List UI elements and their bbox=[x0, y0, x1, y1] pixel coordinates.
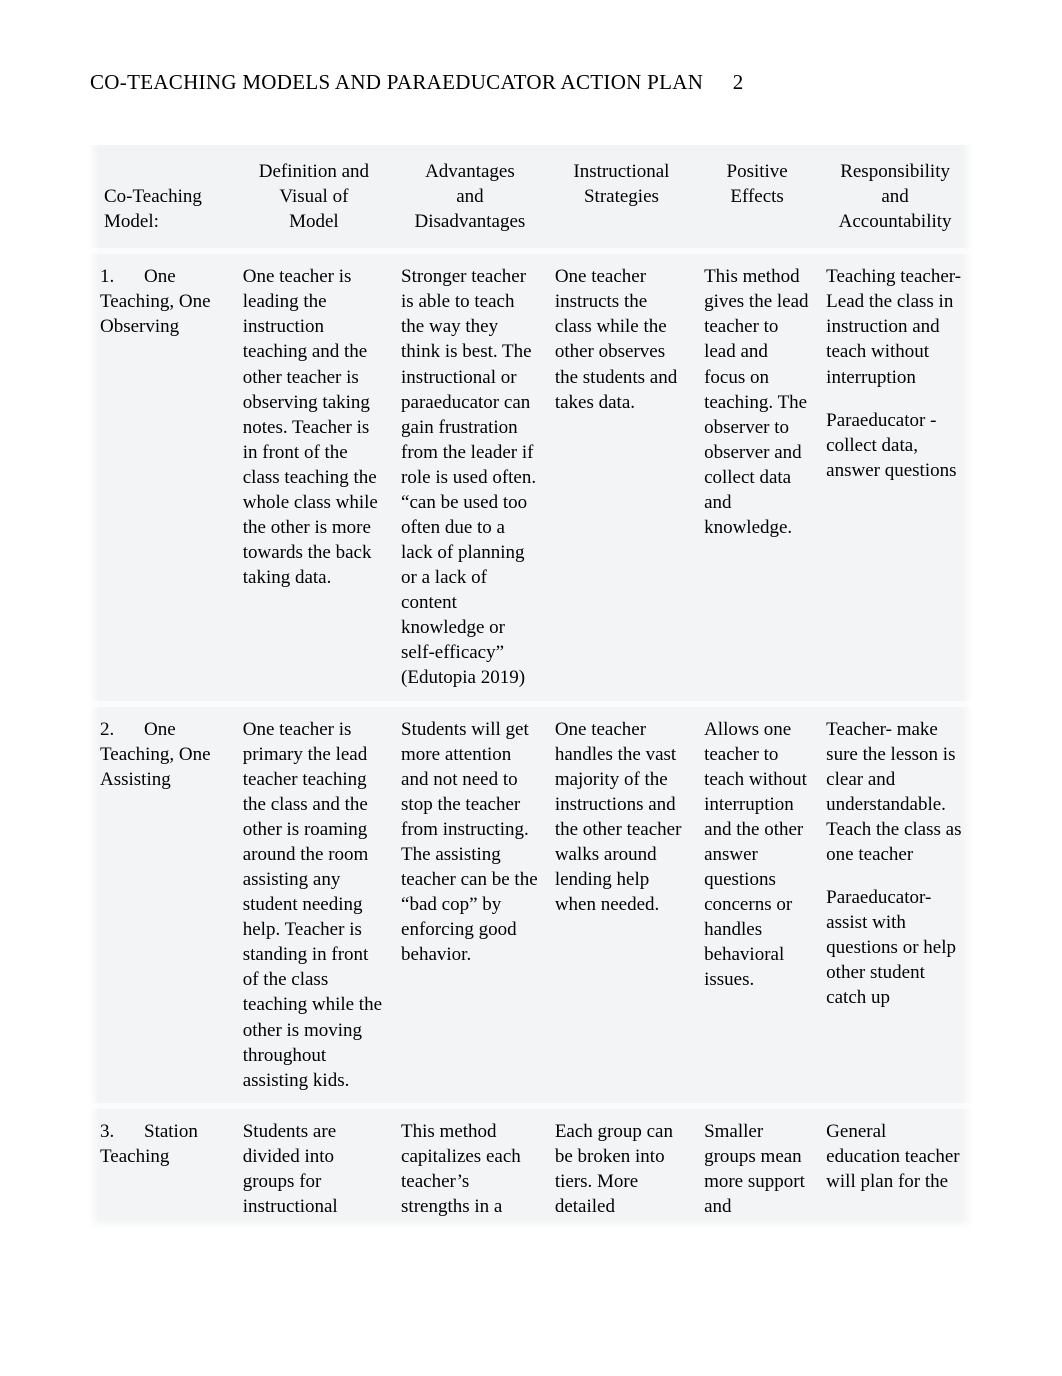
responsibility-teacher: Teaching teacher- Lead the class in inst… bbox=[826, 266, 961, 387]
table-row: 2.One Teaching, One Assisting One teache… bbox=[90, 707, 972, 1103]
cell-responsibility: General education teacher will plan for … bbox=[818, 1109, 972, 1229]
col-header-text: Responsibility bbox=[826, 159, 964, 184]
cell-advantages: This method capitalizes each teacher’s s… bbox=[393, 1109, 547, 1229]
cell-instructional: Each group can be broken into tiers. Mor… bbox=[547, 1109, 696, 1229]
cell-positive: This method gives the lead teacher to le… bbox=[696, 254, 818, 700]
page-header: CO-TEACHING MODELS AND PARAEDUCATOR ACTI… bbox=[90, 70, 972, 95]
table-container: Co-Teaching Model: Definition and Visual… bbox=[90, 145, 972, 1229]
cell-definition: One teacher is leading the instruction t… bbox=[235, 254, 393, 700]
col-header-text: Advantages bbox=[401, 159, 539, 184]
page-number: 2 bbox=[733, 70, 744, 94]
table-header-row: Co-Teaching Model: Definition and Visual… bbox=[90, 145, 972, 248]
col-header-text: Accountability bbox=[826, 209, 964, 234]
table-row: 3.Station Teaching Students are divided … bbox=[90, 1109, 972, 1229]
col-header-text: Effects bbox=[704, 184, 810, 209]
col-header-text: Disadvantages bbox=[401, 209, 539, 234]
responsibility-paraeducator: Paraeducator - collect data, answer ques… bbox=[826, 410, 956, 481]
col-header-text: Model bbox=[243, 209, 385, 234]
cell-model: 2.One Teaching, One Assisting bbox=[90, 707, 235, 1103]
table-row: 1.One Teaching, One Observing One teache… bbox=[90, 254, 972, 700]
col-header-text: and bbox=[826, 184, 964, 209]
row-number: 3. bbox=[100, 1119, 144, 1144]
col-header-positive: Positive Effects bbox=[696, 145, 818, 248]
spacer bbox=[826, 867, 964, 885]
col-header-responsibility: Responsibility and Accountability bbox=[818, 145, 972, 248]
cell-advantages: Students will get more attention and not… bbox=[393, 707, 547, 1103]
cell-responsibility: Teaching teacher- Lead the class in inst… bbox=[818, 254, 972, 700]
spacer bbox=[826, 390, 964, 408]
responsibility-teacher: Teacher- make sure the lesson is clear a… bbox=[826, 719, 961, 865]
cell-advantages: Stronger teacher is able to teach the wa… bbox=[393, 254, 547, 700]
col-header-advantages: Advantages and Disadvantages bbox=[393, 145, 547, 248]
col-header-instructional: Instructional Strategies bbox=[547, 145, 696, 248]
col-header-text: Co-Teaching bbox=[104, 184, 227, 209]
responsibility-teacher: General education teacher will plan for … bbox=[826, 1121, 959, 1192]
cell-model: 3.Station Teaching bbox=[90, 1109, 235, 1229]
col-header-text: Model: bbox=[104, 209, 227, 234]
col-header-text: Visual of bbox=[243, 184, 385, 209]
col-header-text: Instructional bbox=[555, 159, 688, 184]
col-header-definition: Definition and Visual of Model bbox=[235, 145, 393, 248]
col-header-text: Strategies bbox=[555, 184, 688, 209]
row-number: 1. bbox=[100, 264, 144, 289]
row-number: 2. bbox=[100, 717, 144, 742]
cell-instructional: One teacher handles the vast majority of… bbox=[547, 707, 696, 1103]
co-teaching-table: Co-Teaching Model: Definition and Visual… bbox=[90, 145, 972, 1229]
cell-positive: Allows one teacher to teach without inte… bbox=[696, 707, 818, 1103]
cell-model: 1.One Teaching, One Observing bbox=[90, 254, 235, 700]
header-title: CO-TEACHING MODELS AND PARAEDUCATOR ACTI… bbox=[90, 70, 703, 94]
cell-instructional: One teacher instructs the class while th… bbox=[547, 254, 696, 700]
cell-definition: Students are divided into groups for ins… bbox=[235, 1109, 393, 1229]
col-header-text: Positive bbox=[704, 159, 810, 184]
cell-responsibility: Teacher- make sure the lesson is clear a… bbox=[818, 707, 972, 1103]
col-header-text: Definition and bbox=[243, 159, 385, 184]
responsibility-paraeducator: Paraeducator- assist with questions or h… bbox=[826, 887, 956, 1008]
col-header-text: and bbox=[401, 184, 539, 209]
col-header-model: Co-Teaching Model: bbox=[90, 145, 235, 248]
cell-definition: One teacher is primary the lead teacher … bbox=[235, 707, 393, 1103]
cell-positive: Smaller groups mean more support and bbox=[696, 1109, 818, 1229]
